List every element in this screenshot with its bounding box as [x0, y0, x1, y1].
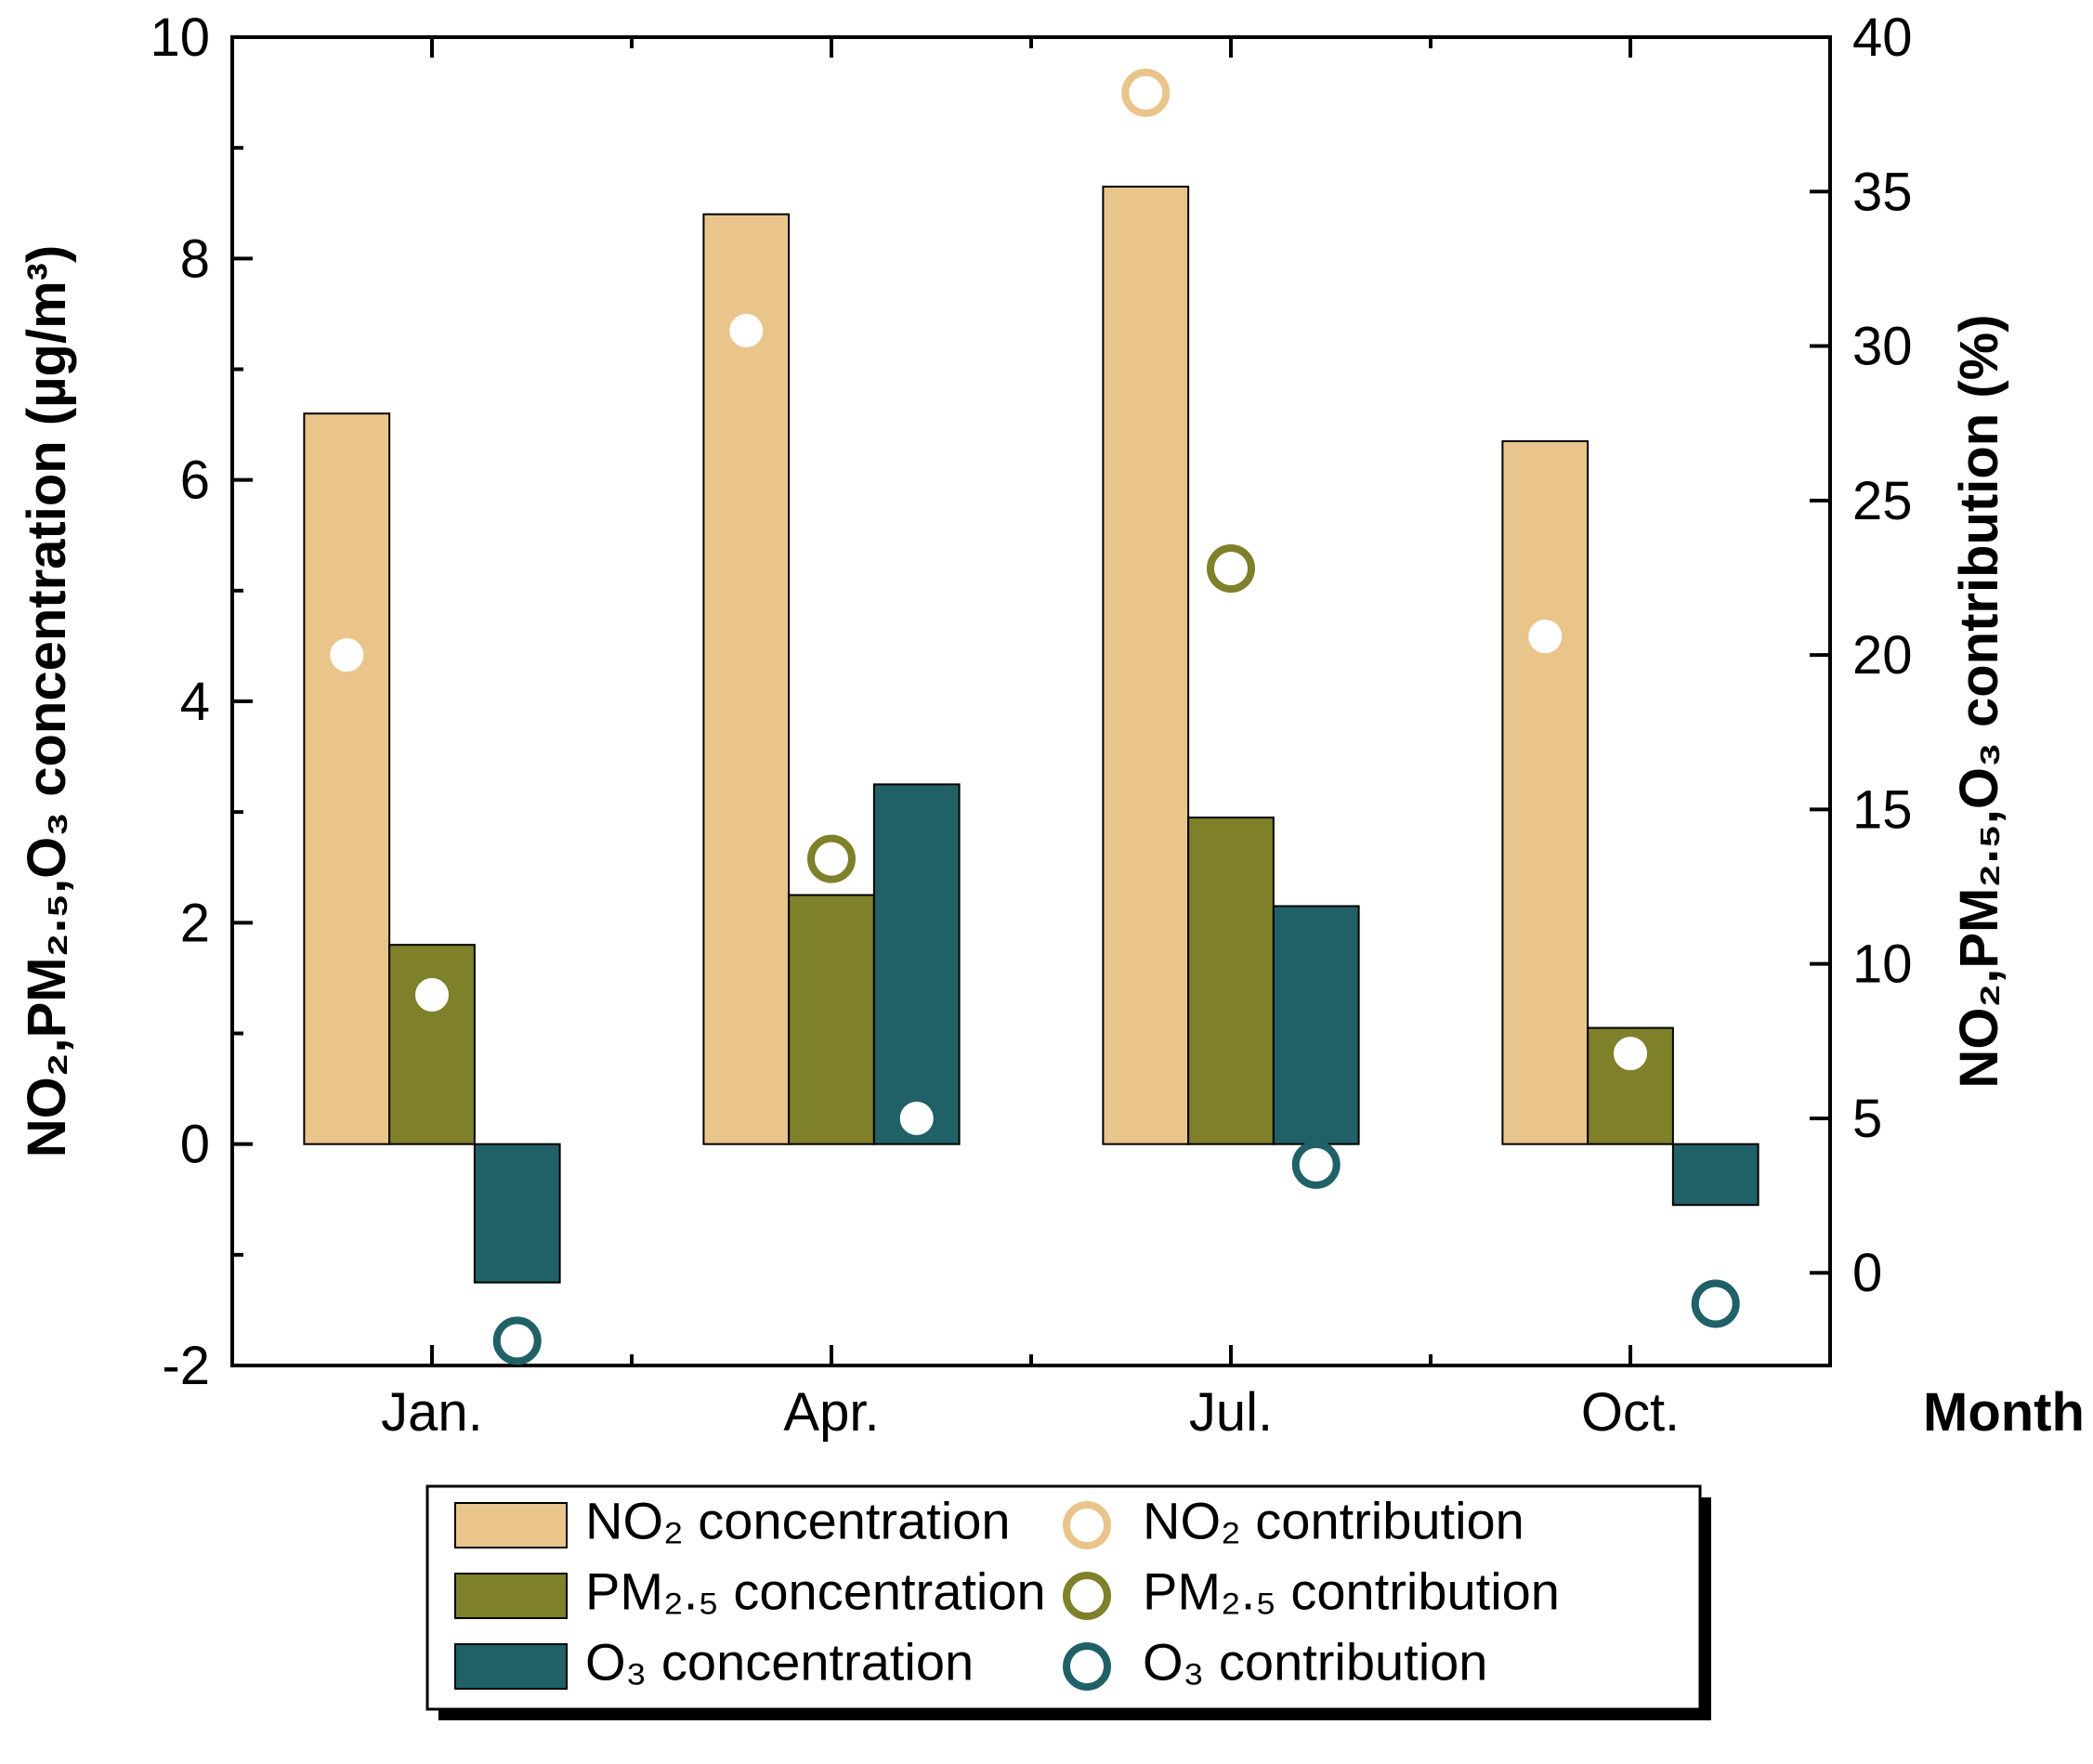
ytick-label-left: 10 — [150, 7, 210, 68]
ytick-label-right: 0 — [1852, 1243, 1882, 1303]
legend-label: NO₂ concentration — [585, 1491, 1011, 1549]
ytick-label-right: 10 — [1852, 934, 1913, 995]
marker — [1610, 1033, 1651, 1074]
ytick-label-left: 4 — [180, 672, 210, 732]
y-axis-label-right: NO₂,PM₂.₅,O₃ contribution (%) — [1949, 314, 2009, 1088]
ytick-label-right: 5 — [1852, 1089, 1882, 1149]
legend-label: PM₂.₅ concentration — [585, 1561, 1046, 1620]
xtick-label: Jan. — [381, 1382, 483, 1443]
bar — [304, 413, 389, 1144]
marker — [1296, 1144, 1337, 1185]
marker — [1210, 548, 1251, 589]
ytick-label-left: 2 — [180, 893, 210, 953]
marker — [1695, 1283, 1736, 1324]
marker — [896, 1098, 937, 1139]
marker — [1125, 72, 1166, 113]
legend-marker — [1066, 1505, 1107, 1546]
marker — [412, 974, 452, 1015]
bar — [1274, 906, 1359, 1143]
marker — [497, 1320, 538, 1361]
chart-svg: -2 0 2 4 6 8 10 0 5 10 15 20 25 30 35 40 Jan. Apr. Jul. Oct… — [0, 0, 2093, 1764]
xtick-label: Apr. — [783, 1382, 879, 1443]
legend-marker — [1066, 1575, 1107, 1616]
bar — [475, 1144, 560, 1283]
x-axis-label: Month — [1923, 1382, 2085, 1443]
marker — [1524, 616, 1565, 657]
ytick-label-left: 0 — [180, 1115, 210, 1175]
legend-marker — [1066, 1646, 1107, 1687]
ytick-label-right: 30 — [1852, 317, 1913, 377]
marker — [326, 634, 367, 675]
xtick-label: Oct. — [1581, 1382, 1680, 1443]
ytick-label-left: 6 — [180, 451, 210, 511]
bar — [1502, 441, 1588, 1144]
xtick-label: Jul. — [1189, 1382, 1273, 1443]
bar — [1673, 1144, 1759, 1206]
ytick-label-right: 15 — [1852, 779, 1913, 840]
legend-swatch — [455, 1574, 567, 1618]
legend-label: NO₂ contribution — [1143, 1491, 1524, 1549]
ytick-label-right: 35 — [1852, 162, 1913, 222]
marker — [811, 839, 852, 880]
legend-label: O₃ contribution — [1143, 1632, 1487, 1691]
ytick-label-right: 20 — [1852, 625, 1913, 686]
legend-label: O₃ concentration — [585, 1632, 974, 1691]
y-axis-label-left: NO₂,PM₂.₅,O₃ concentration (µg/m³) — [17, 245, 77, 1158]
ytick-label-right: 25 — [1852, 471, 1913, 531]
legend-swatch — [455, 1644, 567, 1689]
bar — [874, 784, 960, 1143]
plot-border — [232, 37, 1830, 1365]
legend-label: PM₂.₅ contribution — [1143, 1561, 1560, 1620]
bar — [789, 895, 874, 1144]
bar — [1103, 187, 1188, 1144]
legend-swatch — [455, 1503, 567, 1548]
ytick-label-right: 40 — [1852, 7, 1913, 68]
ytick-label-left: 8 — [180, 229, 210, 289]
ytick-label-left: -2 — [162, 1336, 210, 1396]
marker — [726, 310, 766, 351]
bar — [1188, 817, 1274, 1144]
bars-group — [304, 187, 1758, 1283]
chart-container: -2 0 2 4 6 8 10 0 5 10 15 20 25 30 35 40 Jan. Apr. Jul. Oct… — [0, 0, 2093, 1764]
